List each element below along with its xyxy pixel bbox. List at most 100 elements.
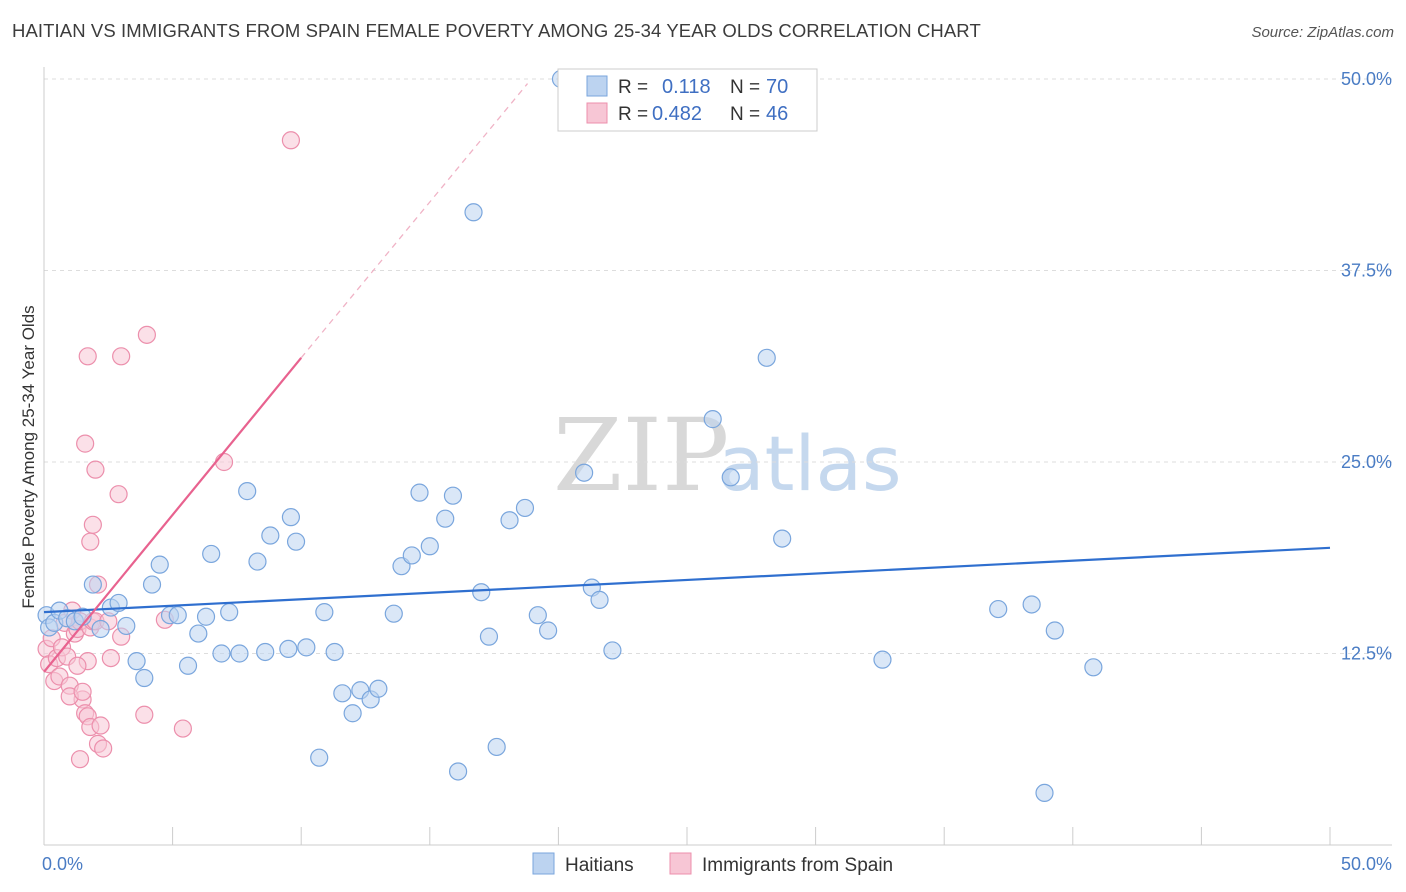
y-tick-label-2: 37.5% [1341, 261, 1392, 281]
haitians-point-14 [142, 575, 162, 594]
haitians-point-21 [202, 544, 221, 564]
haitians-point-31 [286, 532, 306, 551]
spain-point-28 [94, 739, 113, 758]
haitians-point-41 [384, 604, 403, 623]
haitians-point-34 [315, 603, 334, 622]
series-immigrants-from-spain [37, 131, 301, 769]
spain-point-21 [70, 750, 90, 769]
y-tick-label-3: 50.0% [1341, 69, 1392, 89]
haitians-point-47 [443, 486, 463, 505]
spain-point-20 [68, 656, 87, 675]
haitians-point-68 [1022, 595, 1041, 614]
haitians-point-18 [178, 656, 198, 675]
source-credit: Source: ZipAtlas.com [1251, 24, 1394, 41]
haitians-point-26 [248, 552, 267, 571]
spain-point-41 [137, 325, 156, 344]
haitians-point-36 [333, 684, 352, 703]
chart-title: HAITIAN VS IMMIGRANTS FROM SPAIN FEMALE … [12, 20, 981, 41]
haitians-point-24 [230, 644, 249, 663]
haitians-point-20 [196, 607, 216, 626]
legend-swatch-spain [669, 852, 692, 875]
series-haitians [37, 69, 1103, 803]
spain-point-45 [281, 131, 301, 150]
haitians-point-7 [83, 575, 102, 594]
haitians-point-19 [189, 624, 208, 643]
haitians-point-51 [479, 627, 499, 646]
axes [43, 67, 1392, 846]
haitians-point-60 [590, 590, 609, 609]
spain-point-33 [81, 532, 100, 551]
legend-label-spain: Immigrants from Spain [702, 855, 893, 876]
haitians-point-27 [256, 642, 275, 662]
haitians-point-53 [500, 511, 519, 530]
series-legend: Haitians Immigrants from Spain [532, 852, 893, 876]
spain-point-38 [112, 347, 131, 366]
haitians-point-43 [402, 546, 421, 565]
haitians-point-17 [168, 606, 187, 625]
haitians-point-66 [873, 650, 892, 669]
spain-point-31 [76, 434, 95, 453]
x-tick-label-max: 50.0% [1341, 854, 1392, 874]
stats-r-label-spain: R = [618, 104, 648, 125]
haitians-point-8 [91, 619, 110, 639]
spain-point-27 [91, 716, 110, 735]
legend-label-haitians: Haitians [565, 855, 634, 876]
haitians-point-12 [127, 652, 146, 671]
haitians-point-13 [135, 668, 154, 688]
trend-lines [43, 83, 1331, 673]
watermark-zip: ZIP [553, 397, 729, 514]
spain-point-40 [135, 705, 154, 724]
haitians-point-35 [325, 642, 344, 662]
spain-point-43 [173, 719, 192, 738]
stats-r-label-haitians: R = [618, 77, 648, 98]
haitians-point-52 [487, 737, 506, 757]
spain-point-35 [86, 460, 105, 479]
spain-point-34 [83, 515, 102, 534]
stats-legend: R = 0.118 N = 70 R = 0.482 N = 46 [557, 68, 818, 132]
legend-swatch-haitians [532, 852, 555, 875]
stats-n-label-haitians: N = [730, 77, 760, 98]
stats-legend-swatch-spain [586, 102, 608, 124]
haitians-point-70 [1045, 621, 1064, 640]
haitians-point-11 [117, 616, 136, 636]
grid [44, 78, 1392, 654]
haitians-point-49 [464, 203, 483, 222]
haitians-point-48 [448, 762, 468, 781]
trend-line-spain [43, 357, 303, 673]
haitians-point-61 [603, 641, 622, 660]
x-tick-label-min: 0.0% [42, 854, 83, 874]
haitians-point-37 [343, 704, 362, 723]
haitians-point-62 [703, 410, 722, 429]
haitians-point-71 [1084, 658, 1103, 677]
haitians-point-58 [575, 463, 594, 482]
stats-r-value-haitians: 0.118 [662, 76, 711, 98]
watermark-atlas: atlas [718, 419, 902, 508]
spain-point-30 [101, 648, 120, 668]
haitians-point-44 [410, 483, 429, 502]
trend-line-spain-extrapolated [300, 83, 529, 359]
haitians-point-23 [220, 603, 239, 622]
stats-legend-swatch-haitians [586, 75, 608, 97]
stats-n-label-spain: N = [730, 104, 760, 125]
spain-point-44 [214, 452, 234, 472]
trend-line-haitians [43, 546, 1331, 614]
spain-point-22 [73, 682, 92, 701]
haitians-point-25 [238, 482, 257, 501]
stats-r-value-spain: 0.482 [652, 103, 702, 125]
haitians-point-65 [773, 529, 792, 548]
haitians-point-64 [757, 348, 776, 367]
haitians-point-28 [261, 526, 280, 545]
haitians-point-32 [297, 638, 316, 657]
haitians-point-15 [150, 555, 169, 574]
stats-n-value-haitians: 70 [766, 76, 788, 98]
haitians-point-33 [310, 748, 329, 767]
y-tick-label-1: 25.0% [1341, 452, 1392, 472]
haitians-point-56 [539, 621, 558, 640]
y-tick-label-0: 12.5% [1341, 644, 1392, 664]
y-tick-labels: 12.5% 25.0% 37.5% 50.0% [1341, 69, 1392, 664]
spain-point-32 [78, 347, 97, 366]
haitians-point-67 [989, 599, 1008, 619]
haitians-point-54 [515, 498, 535, 518]
haitians-point-30 [281, 508, 301, 527]
